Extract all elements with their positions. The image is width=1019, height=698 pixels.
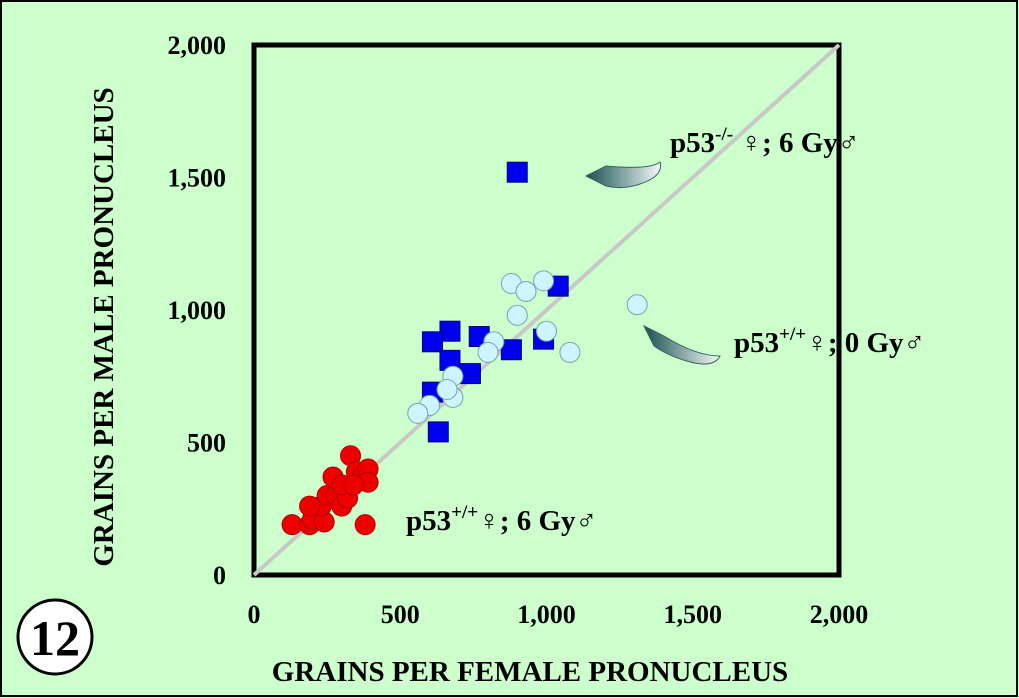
data-point-circle bbox=[299, 495, 321, 517]
data-point-square bbox=[459, 363, 481, 385]
data-point-circle bbox=[342, 474, 364, 496]
data-point-circle bbox=[281, 514, 303, 536]
data-point-square bbox=[427, 421, 449, 443]
data-point-circle bbox=[536, 320, 557, 342]
data-point-square bbox=[506, 161, 528, 183]
data-point-circle bbox=[506, 304, 528, 326]
y-tick-labels: 0 500 1,000 1,500 2,000 bbox=[168, 31, 227, 590]
x-tick-label: 500 bbox=[381, 600, 420, 629]
data-point-circle bbox=[559, 341, 581, 363]
data-point-square bbox=[439, 320, 461, 342]
x-tick-label: 1,000 bbox=[517, 600, 576, 629]
y-tick-label: 1,500 bbox=[168, 164, 227, 193]
figure-number-badge bbox=[16, 598, 94, 676]
arrow-p53-knockout bbox=[584, 161, 662, 189]
y-tick-label: 500 bbox=[187, 429, 226, 458]
annotation-p53-wildtype-6gy: p53+/+♀; 6 Gy♂ bbox=[406, 502, 597, 537]
figure-number: 12 bbox=[30, 610, 80, 666]
x-tick-label: 2,000 bbox=[810, 600, 869, 629]
data-point-circle bbox=[354, 514, 376, 536]
x-tick-label: 0 bbox=[248, 600, 261, 629]
x-tick-labels: 0 500 1,000 1,500 2,000 bbox=[248, 600, 869, 629]
data-point-circle bbox=[477, 341, 499, 363]
y-tick-label: 0 bbox=[213, 561, 226, 590]
data-point-square bbox=[421, 331, 443, 353]
x-axis-label: GRAINS PER FEMALE PRONUCLEUS bbox=[272, 656, 788, 688]
y-tick-label: 1,000 bbox=[168, 296, 227, 325]
y-axis-label: GRAINS PER MALE PRONUCLEUS bbox=[88, 87, 120, 566]
data-point-circle bbox=[515, 280, 537, 302]
data-point-circle bbox=[407, 402, 429, 424]
data-points bbox=[281, 161, 648, 536]
data-point-circle bbox=[626, 294, 648, 316]
data-point-circle bbox=[436, 379, 458, 400]
data-point-square bbox=[500, 339, 522, 361]
annotation-p53-knockout: p53-/- ♀; 6 Gy♂ bbox=[670, 124, 860, 159]
x-tick-label: 1,500 bbox=[664, 600, 723, 629]
y-tick-label: 2,000 bbox=[168, 31, 227, 60]
annotation-p53-wildtype-0gy: p53+/+♀; 0 Gy♂ bbox=[734, 324, 925, 359]
arrow-p53-wildtype-0gy bbox=[642, 324, 721, 365]
data-point-circle bbox=[533, 270, 555, 292]
